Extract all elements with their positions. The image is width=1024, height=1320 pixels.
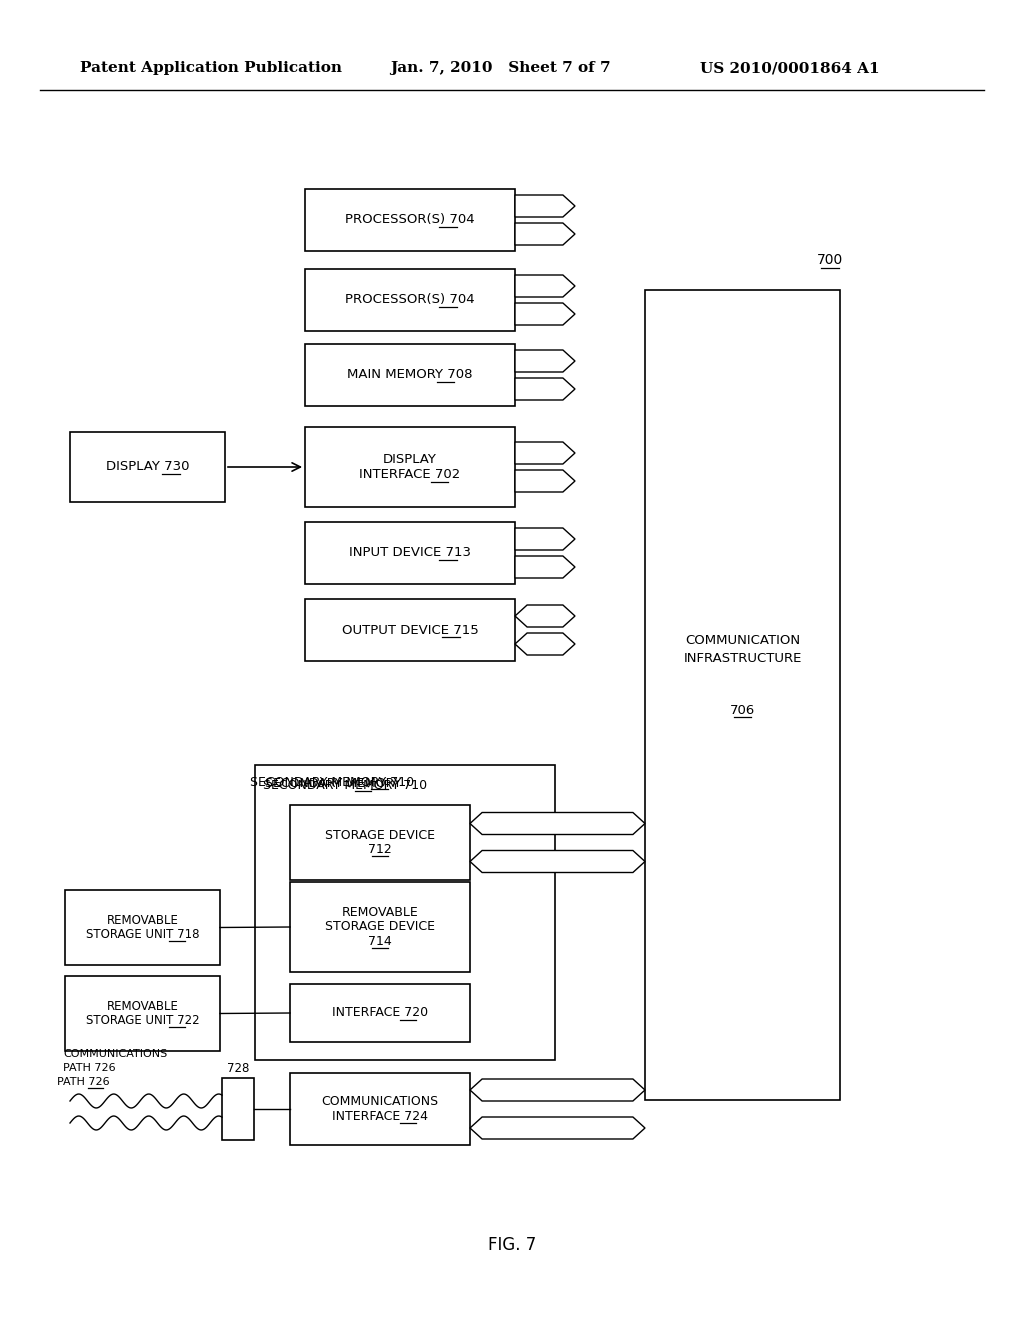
Bar [305, 345, 515, 407]
Text: Patent Application Publication: Patent Application Publication [80, 61, 342, 75]
Bar [65, 890, 220, 965]
Text: DISPLAY 730: DISPLAY 730 [105, 461, 189, 474]
Polygon shape [515, 605, 575, 627]
Text: COMMUNICATIONS
PATH 726: COMMUNICATIONS PATH 726 [63, 1049, 167, 1073]
Text: REMOVABLE: REMOVABLE [106, 1001, 178, 1014]
Bar [255, 766, 555, 1060]
Text: REMOVABLE: REMOVABLE [106, 915, 178, 927]
Text: REMOVABLE: REMOVABLE [342, 906, 419, 919]
Polygon shape [470, 1078, 645, 1101]
Text: 728: 728 [226, 1061, 249, 1074]
Text: FIG. 7: FIG. 7 [487, 1236, 537, 1254]
Bar [305, 599, 515, 661]
Text: COMMUNICATIONS: COMMUNICATIONS [322, 1096, 438, 1109]
Polygon shape [515, 442, 575, 465]
Polygon shape [470, 850, 645, 873]
Text: STORAGE DEVICE: STORAGE DEVICE [325, 829, 435, 842]
Polygon shape [470, 813, 645, 834]
Bar [305, 189, 515, 251]
Text: SECONDARY MEMORY 710: SECONDARY MEMORY 710 [250, 776, 415, 788]
Text: STORAGE UNIT 722: STORAGE UNIT 722 [86, 1014, 200, 1027]
Polygon shape [470, 1117, 645, 1139]
Text: COMMUNICATION
INFRASTRUCTURE: COMMUNICATION INFRASTRUCTURE [683, 635, 802, 665]
Text: 700: 700 [817, 253, 843, 267]
Bar [290, 882, 470, 972]
Polygon shape [515, 378, 575, 400]
Bar [305, 426, 515, 507]
Bar [290, 805, 470, 880]
Text: INTERFACE 702: INTERFACE 702 [359, 469, 461, 480]
Polygon shape [515, 556, 575, 578]
Polygon shape [515, 350, 575, 372]
Bar [305, 269, 515, 331]
Polygon shape [515, 528, 575, 550]
Text: PATH 726: PATH 726 [57, 1077, 110, 1086]
Text: 706: 706 [730, 704, 755, 717]
Bar [290, 1073, 470, 1144]
Text: Jan. 7, 2010   Sheet 7 of 7: Jan. 7, 2010 Sheet 7 of 7 [390, 61, 610, 75]
Bar [305, 521, 515, 583]
Polygon shape [515, 470, 575, 492]
Text: STORAGE DEVICE: STORAGE DEVICE [325, 920, 435, 933]
Text: DISPLAY: DISPLAY [383, 453, 437, 466]
Text: US 2010/0001864 A1: US 2010/0001864 A1 [700, 61, 880, 75]
Text: MAIN MEMORY 708: MAIN MEMORY 708 [347, 368, 473, 381]
Polygon shape [515, 304, 575, 325]
Text: 712: 712 [368, 843, 392, 857]
Polygon shape [515, 634, 575, 655]
Bar [65, 975, 220, 1051]
Text: PROCESSOR(S) 704: PROCESSOR(S) 704 [345, 214, 475, 227]
Bar [645, 290, 840, 1100]
Text: STORAGE UNIT 718: STORAGE UNIT 718 [86, 928, 200, 941]
Bar [70, 432, 225, 502]
Text: INPUT DEVICE 713: INPUT DEVICE 713 [349, 546, 471, 560]
Polygon shape [515, 195, 575, 216]
Bar [290, 983, 470, 1041]
Bar [222, 1078, 254, 1140]
Text: INTERFACE 720: INTERFACE 720 [332, 1006, 428, 1019]
Text: 714: 714 [368, 935, 392, 948]
Text: OUTPUT DEVICE 715: OUTPUT DEVICE 715 [342, 623, 478, 636]
Polygon shape [515, 223, 575, 246]
Text: SECONDARY MEMORY: SECONDARY MEMORY [265, 777, 406, 789]
Polygon shape [515, 275, 575, 297]
Text: PROCESSOR(S) 704: PROCESSOR(S) 704 [345, 293, 475, 306]
Text: INTERFACE 724: INTERFACE 724 [332, 1110, 428, 1123]
Text: SECONDARY MEMORY 710: SECONDARY MEMORY 710 [263, 779, 427, 792]
